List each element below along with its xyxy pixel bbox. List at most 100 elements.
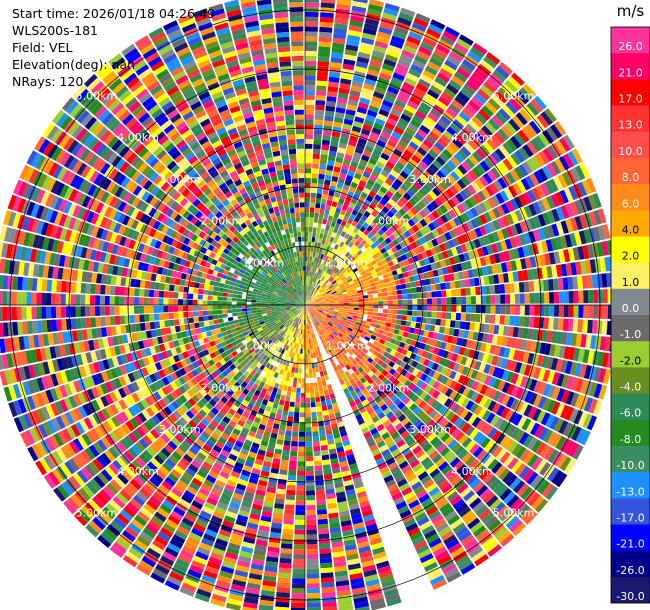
velocity-gate xyxy=(359,159,368,167)
velocity-gate xyxy=(604,336,612,352)
velocity-gate xyxy=(80,450,92,463)
velocity-gate xyxy=(459,279,466,288)
velocity-gate xyxy=(244,491,255,499)
velocity-gate xyxy=(446,83,459,95)
velocity-gate xyxy=(446,491,459,502)
velocity-gate xyxy=(70,424,81,437)
velocity-gate xyxy=(344,544,357,551)
velocity-gate xyxy=(345,548,358,556)
velocity-gate xyxy=(373,551,387,560)
velocity-gate xyxy=(427,231,436,240)
velocity-gate xyxy=(235,519,247,527)
velocity-gate xyxy=(451,195,461,206)
velocity-gate xyxy=(389,253,397,261)
velocity-gate xyxy=(337,324,344,329)
velocity-gate xyxy=(316,80,328,87)
velocity-gate xyxy=(380,240,388,248)
velocity-gate xyxy=(405,162,415,172)
velocity-gate xyxy=(407,100,419,110)
velocity-gate xyxy=(266,345,272,351)
velocity-gate xyxy=(325,331,330,337)
velocity-gate xyxy=(352,227,360,234)
velocity-gate xyxy=(97,535,112,548)
velocity-gate xyxy=(256,396,264,404)
velocity-gate xyxy=(109,431,120,443)
velocity-gate xyxy=(273,507,284,514)
velocity-gate xyxy=(289,331,294,337)
velocity-gate xyxy=(482,333,489,343)
velocity-gate xyxy=(475,286,481,295)
velocity-gate xyxy=(475,305,481,314)
velocity-gate xyxy=(245,587,260,595)
velocity-gate xyxy=(365,321,372,326)
velocity-gate xyxy=(111,416,121,428)
velocity-gate xyxy=(324,266,329,273)
velocity-gate xyxy=(369,59,382,68)
velocity-gate xyxy=(455,526,469,538)
velocity-gate xyxy=(449,256,456,265)
velocity-gate xyxy=(240,546,254,554)
velocity-gate xyxy=(391,182,400,191)
velocity-gate xyxy=(405,338,412,345)
velocity-gate xyxy=(338,599,353,607)
velocity-gate xyxy=(247,577,262,585)
velocity-gate xyxy=(311,312,315,317)
velocity-gate xyxy=(287,416,294,422)
velocity-gate xyxy=(272,402,279,409)
velocity-gate xyxy=(300,329,303,335)
velocity-gate xyxy=(338,368,345,375)
velocity-gate xyxy=(353,307,359,311)
velocity-gate xyxy=(105,433,116,446)
velocity-gate xyxy=(311,343,315,349)
velocity-gate xyxy=(118,399,128,410)
velocity-gate xyxy=(318,533,330,540)
velocity-gate xyxy=(276,488,286,495)
velocity-gate xyxy=(355,223,362,230)
velocity-gate xyxy=(373,305,379,309)
velocity-gate xyxy=(504,409,514,421)
velocity-gate xyxy=(467,139,479,151)
velocity-gate xyxy=(503,325,510,336)
velocity-gate xyxy=(510,211,519,224)
velocity-gate xyxy=(425,446,436,457)
velocity-gate xyxy=(204,457,215,466)
velocity-gate xyxy=(493,131,506,144)
velocity-gate xyxy=(306,495,316,501)
velocity-gate xyxy=(203,533,216,543)
velocity-gate xyxy=(129,498,142,510)
velocity-gate xyxy=(324,303,330,305)
velocity-gate xyxy=(334,275,339,281)
velocity-gate xyxy=(350,10,366,18)
velocity-gate xyxy=(327,195,334,201)
velocity-gate xyxy=(510,135,522,149)
velocity-gate xyxy=(517,246,525,258)
velocity-gate xyxy=(374,555,388,565)
velocity-gate xyxy=(317,61,330,67)
velocity-gate xyxy=(345,44,359,52)
velocity-gate xyxy=(378,569,393,579)
velocity-gate xyxy=(308,308,313,312)
velocity-gate xyxy=(520,339,527,351)
velocity-gate xyxy=(537,213,547,227)
velocity-gate xyxy=(216,424,226,432)
velocity-gate xyxy=(128,547,143,560)
velocity-gate xyxy=(475,382,484,393)
velocity-gate xyxy=(164,476,176,487)
velocity-gate xyxy=(589,259,597,274)
velocity-gate xyxy=(309,304,315,305)
velocity-gate xyxy=(270,407,278,414)
velocity-gate xyxy=(396,366,404,374)
velocity-gate xyxy=(471,116,484,128)
velocity-gate xyxy=(337,374,343,381)
velocity-gate xyxy=(172,410,182,420)
velocity-gate xyxy=(415,449,425,459)
velocity-gate xyxy=(316,356,321,363)
velocity-gate xyxy=(376,288,383,294)
velocity-gate xyxy=(314,315,319,320)
velocity-gate xyxy=(325,289,331,293)
velocity-gate xyxy=(547,385,556,398)
velocity-gate xyxy=(416,310,423,317)
velocity-gate xyxy=(222,561,236,570)
velocity-gate xyxy=(259,339,266,345)
velocity-gate xyxy=(146,432,157,443)
